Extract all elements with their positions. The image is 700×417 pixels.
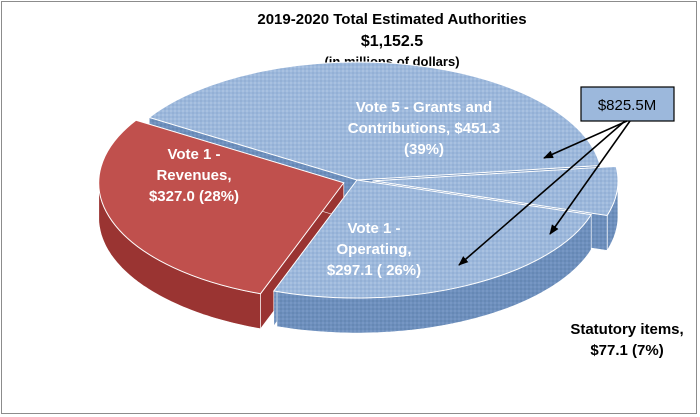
slice-label-line: Revenues,: [156, 167, 231, 184]
callout-box: [580, 86, 675, 122]
slice-label-2: Vote 1 - Operating, $297.1 ( 26%): [327, 220, 421, 279]
slice-label-line: (39%): [404, 141, 444, 158]
pie-slices: [98, 61, 619, 334]
slice-label-line: Vote 5 - Grants and: [356, 99, 492, 116]
slice-label-line: $297.1 ( 26%): [327, 262, 421, 279]
slice-label-line: Statutory items,: [570, 321, 683, 338]
slice-label-line: Contributions, $451.3: [348, 120, 501, 137]
slice-label-line: Vote 1 -: [167, 146, 220, 163]
callout-arrow-operating: [458, 120, 626, 266]
slice-label-0: Vote 5 - Grants and Contributions, $451.3…: [348, 99, 501, 158]
pie-labels: Vote 5 - Grants and Contributions, $451.3…: [149, 99, 684, 359]
slice-label-line: $327.0 (28%): [149, 188, 239, 205]
callout-arrow-grants: [543, 120, 628, 159]
chart-title: 2019-2020 Total Estimated Authorities: [257, 11, 526, 28]
chart-total: $1,152.5: [361, 33, 423, 50]
slice-label-3: Vote 1 - Revenues, $327.0 (28%): [149, 146, 239, 205]
slice-label-line: $77.1 (7%): [590, 342, 663, 359]
slice-label-1: Statutory items, $77.1 (7%): [570, 321, 683, 359]
callout-label: $825.5M: [598, 97, 656, 114]
slice-label-line: Operating,: [336, 241, 411, 258]
slice-label-line: Vote 1 -: [347, 220, 400, 237]
callout-arrow-statutory: [549, 120, 631, 235]
pie-slice-2: [272, 179, 593, 334]
